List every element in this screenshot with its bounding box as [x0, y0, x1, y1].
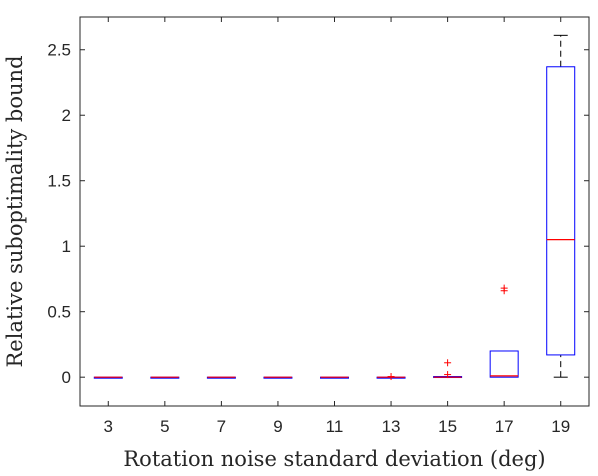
box-group-15 [433, 359, 463, 379]
outlier-marker [444, 371, 452, 379]
plot-frame [79, 16, 590, 407]
plot-marks [93, 34, 576, 381]
outlier-marker [444, 359, 452, 367]
y-tick-label: 0 [62, 368, 71, 387]
x-tick-label: 17 [495, 417, 514, 436]
box-group-11 [320, 376, 349, 379]
x-tick-label: 15 [438, 417, 457, 436]
x-axis-ticks: 3 5 7 9 11 13 15 17 19 [104, 17, 570, 436]
outlier-marker [500, 284, 508, 292]
box-iqr [489, 350, 519, 378]
box-group-3 [93, 376, 123, 379]
box-group-19 [546, 34, 576, 378]
x-tick-label: 7 [217, 417, 226, 436]
x-tick-label: 9 [273, 417, 282, 436]
y-tick-label: 2 [62, 106, 71, 125]
box-iqr [546, 66, 576, 356]
x-tick-label: 11 [326, 417, 344, 436]
x-axis-label: Rotation noise standard deviation (deg) [123, 447, 545, 471]
y-tick-label: 1 [62, 237, 71, 256]
box-group-5 [150, 376, 180, 379]
box-group-13 [376, 373, 406, 381]
x-tick-label: 13 [382, 417, 401, 436]
y-tick-label: 1.5 [47, 172, 71, 191]
y-axis-label: Relative suboptimality bound [3, 55, 27, 367]
y-axis-ticks: 0 0.5 1 1.5 2 2.5 [47, 41, 589, 387]
x-tick-label: 5 [160, 417, 169, 436]
outlier-marker [387, 373, 395, 381]
box-group-7 [206, 376, 236, 379]
x-tick-label: 19 [551, 417, 570, 436]
box-group-9 [263, 376, 293, 379]
box-group-17 [489, 284, 519, 378]
x-tick-label: 3 [104, 417, 113, 436]
y-tick-label: 0.5 [47, 303, 71, 322]
y-tick-label: 2.5 [47, 41, 71, 60]
